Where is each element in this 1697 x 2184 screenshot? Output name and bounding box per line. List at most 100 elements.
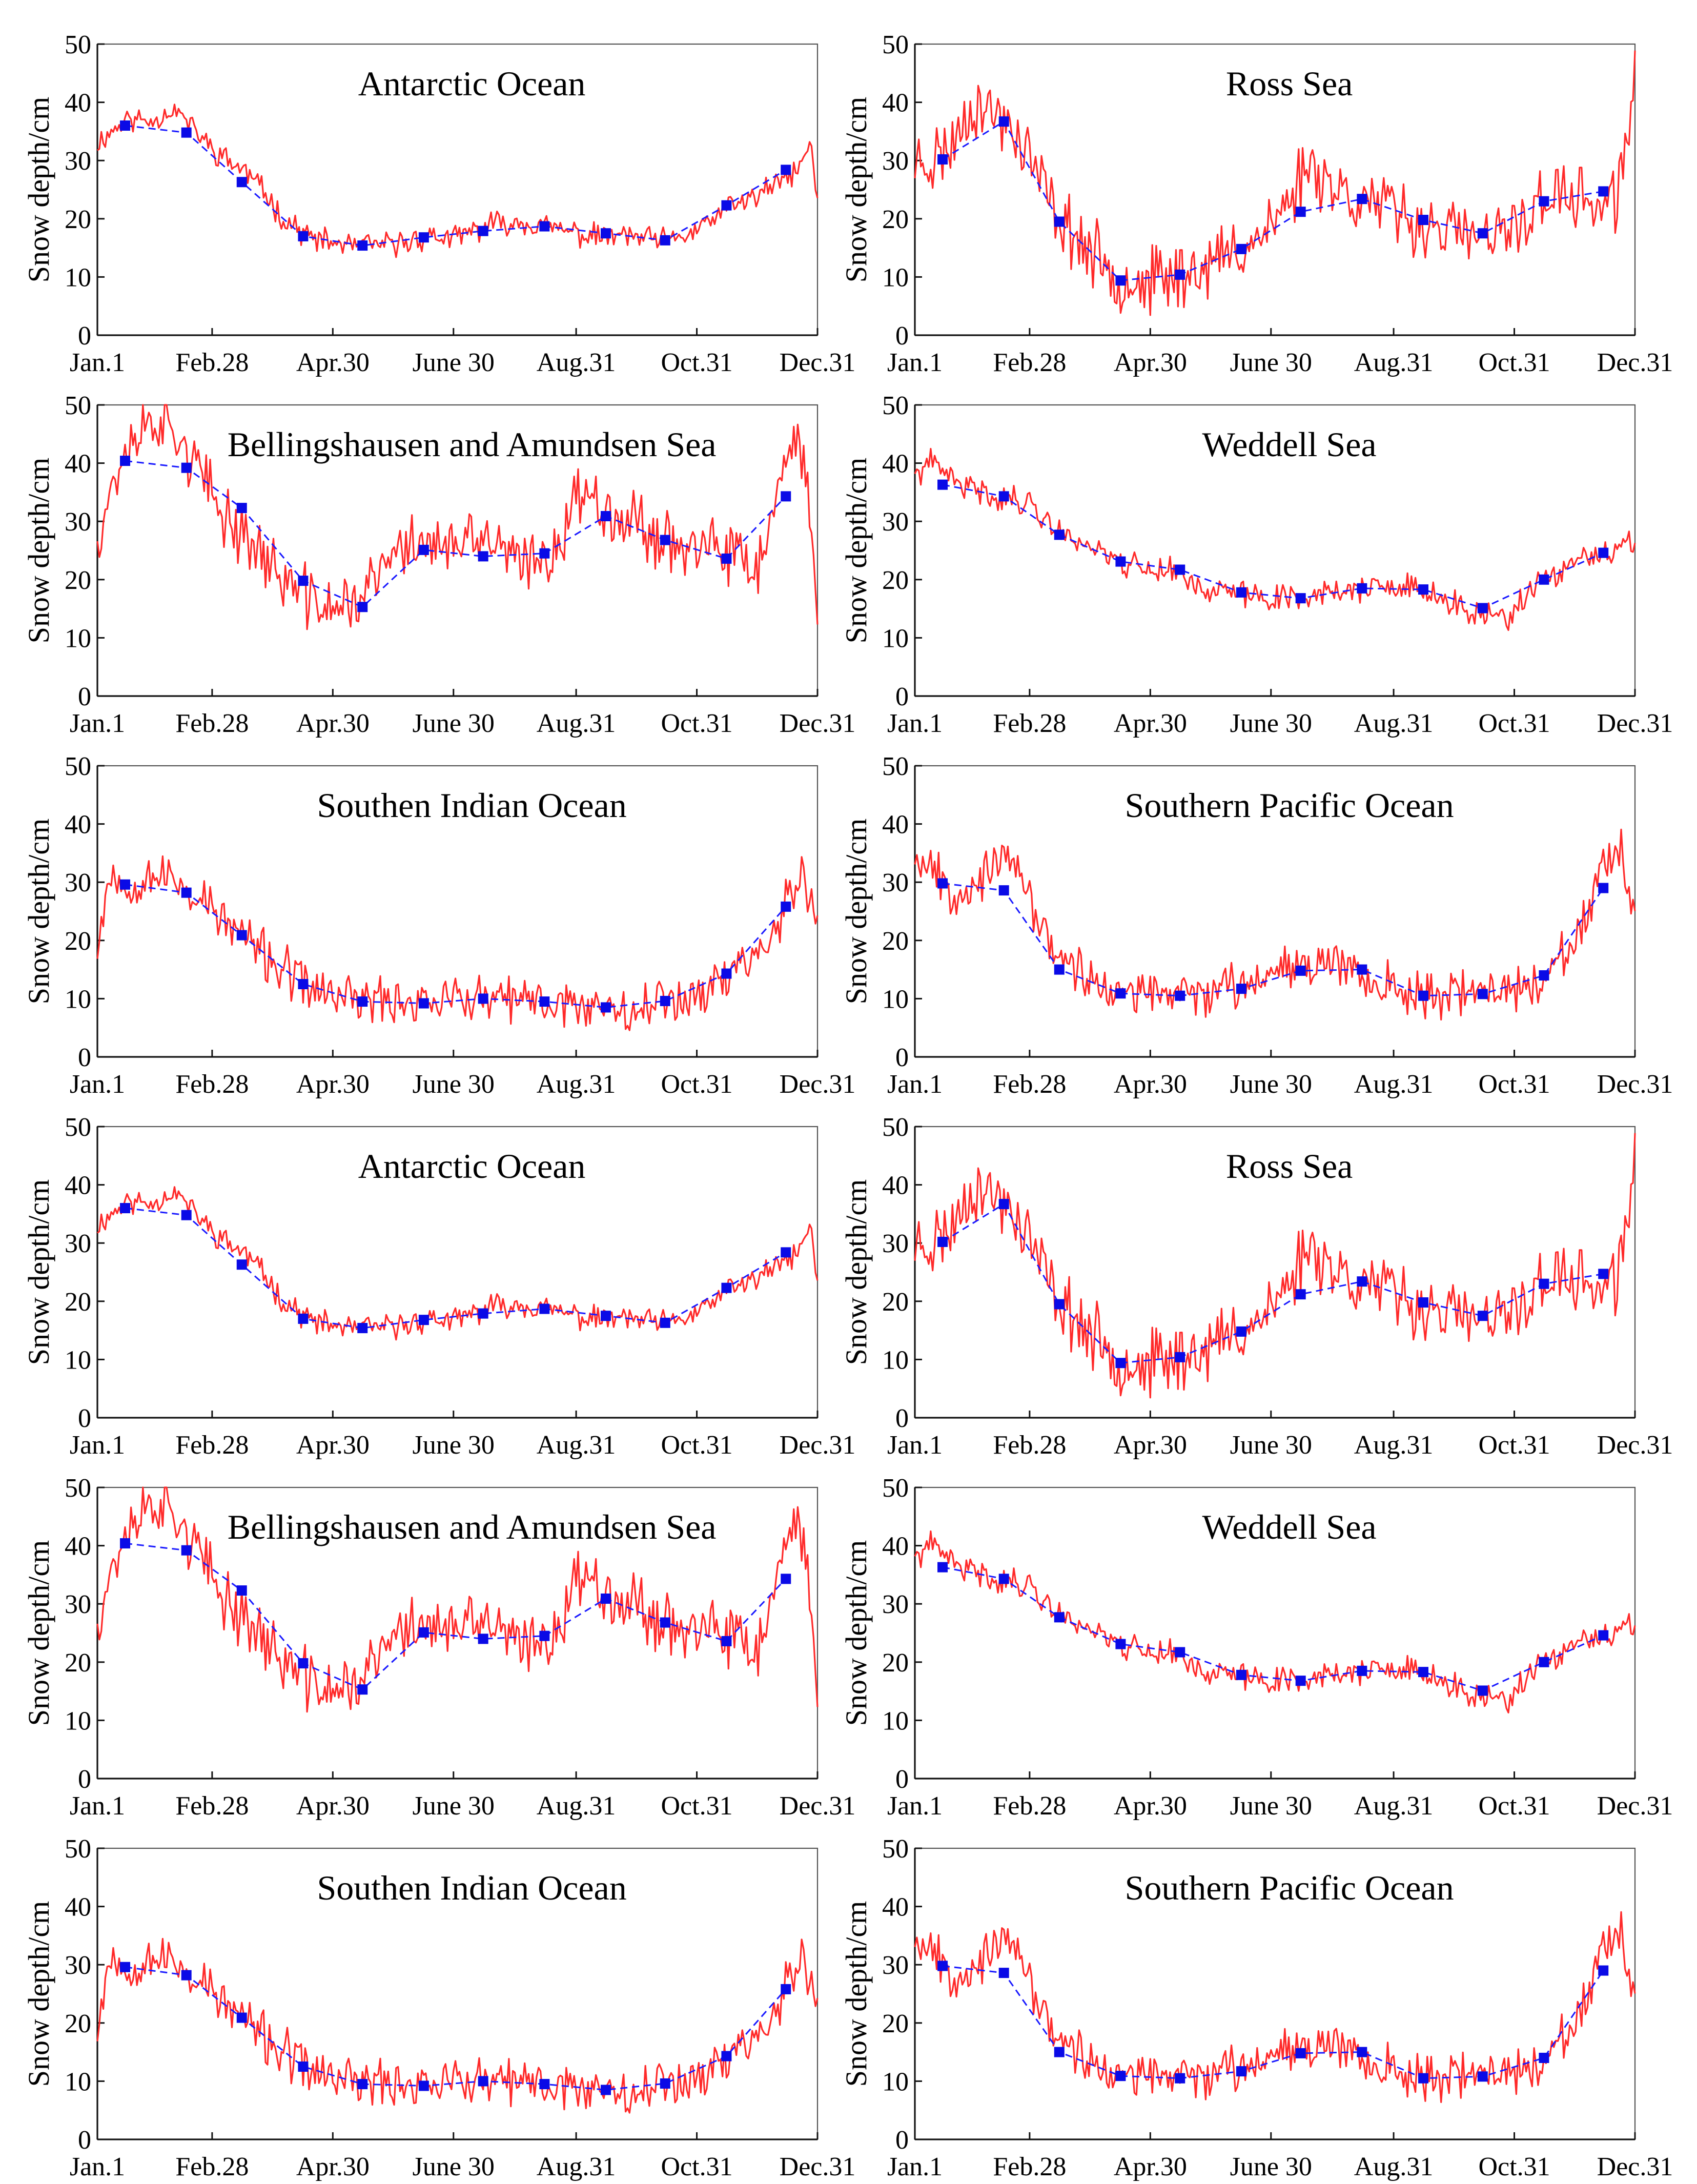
y-tick-label: 20 xyxy=(65,205,91,234)
x-tick-label: Dec.31 xyxy=(780,709,856,738)
monthly-mean-point xyxy=(478,551,488,562)
monthly-mean-point xyxy=(539,1303,550,1314)
x-tick-label: Aug.31 xyxy=(1354,1791,1434,1821)
x-tick-label: Oct.31 xyxy=(661,1070,732,1099)
daily-series-line xyxy=(97,104,819,258)
monthly-mean-point xyxy=(1175,564,1185,575)
x-tick-label: June 30 xyxy=(413,1431,495,1460)
monthly-mean-point xyxy=(236,503,247,514)
x-tick-label: Jan.1 xyxy=(70,2152,125,2181)
x-tick-label: Dec.31 xyxy=(780,1070,856,1099)
x-tick-label: Oct.31 xyxy=(661,2152,732,2181)
monthly-mean-point xyxy=(721,1282,732,1293)
monthly-mean-point xyxy=(1539,196,1549,207)
x-tick-label: Jan.1 xyxy=(70,348,125,377)
monthly-mean-point xyxy=(1236,243,1246,254)
x-tick-label: Dec.31 xyxy=(1597,1431,1673,1460)
x-tick-label: Feb.28 xyxy=(993,1791,1066,1821)
chart-panel: 0 10 20 30 40 50 Jan.1 Feb.28 Apr.30 June 30 Aug.3… xyxy=(22,1834,855,2181)
monthly-mean-point xyxy=(1115,275,1126,286)
x-tick-label: Apr.30 xyxy=(1114,1070,1187,1099)
monthly-mean-point xyxy=(937,1961,948,1971)
x-tick-label: Apr.30 xyxy=(296,2152,370,2181)
monthly-mean-point xyxy=(1054,2047,1065,2057)
monthly-mean-point xyxy=(1598,1965,1609,1976)
monthly-mean-line xyxy=(942,484,1604,609)
y-tick-label: 40 xyxy=(65,1171,91,1200)
monthly-mean-point xyxy=(236,1259,247,1270)
monthly-mean-point xyxy=(781,1984,791,1994)
y-tick-label: 30 xyxy=(65,147,91,176)
x-tick-label: Dec.31 xyxy=(1597,348,1673,377)
monthly-mean-point xyxy=(1418,990,1428,1001)
y-axis-label: Snow depth/cm xyxy=(22,819,55,1004)
y-tick-label: 40 xyxy=(882,1171,909,1200)
monthly-mean-point xyxy=(1236,1326,1246,1337)
chart-title: Antarctic Ocean xyxy=(358,64,586,103)
x-tick-label: Dec.31 xyxy=(780,2152,856,2181)
x-tick-label: June 30 xyxy=(1230,1070,1312,1099)
monthly-mean-point xyxy=(236,1585,247,1596)
y-tick-label: 10 xyxy=(65,985,91,1014)
x-tick-label: Jan.1 xyxy=(70,1431,125,1460)
chart-title: Southen Indian Ocean xyxy=(317,786,626,825)
monthly-mean-point xyxy=(998,1574,1009,1584)
x-tick-label: Aug.31 xyxy=(1354,1431,1434,1460)
monthly-mean-point xyxy=(600,228,611,239)
y-tick-label: 50 xyxy=(882,30,909,59)
monthly-mean-point xyxy=(120,1203,131,1214)
monthly-mean-point xyxy=(1539,1278,1549,1289)
y-axis-label: Snow depth/cm xyxy=(22,458,55,643)
monthly-mean-point xyxy=(1539,574,1549,585)
monthly-mean-point xyxy=(1418,215,1428,226)
y-tick-label: 30 xyxy=(882,868,909,897)
monthly-mean-point xyxy=(120,879,131,890)
monthly-mean-point xyxy=(1477,228,1488,239)
x-tick-label: Dec.31 xyxy=(1597,1070,1673,1099)
monthly-mean-point xyxy=(357,996,368,1007)
monthly-mean-point xyxy=(418,1627,429,1638)
y-tick-label: 50 xyxy=(882,752,909,781)
y-tick-label: 40 xyxy=(882,1893,909,1922)
x-tick-label: Aug.31 xyxy=(1354,348,1434,377)
x-tick-label: Oct.31 xyxy=(1478,1431,1550,1460)
monthly-mean-line xyxy=(125,1542,787,1690)
x-tick-label: Oct.31 xyxy=(1478,348,1550,377)
y-axis-label: Snow depth/cm xyxy=(840,458,873,643)
monthly-mean-point xyxy=(937,878,948,889)
monthly-mean-point xyxy=(418,232,429,243)
monthly-mean-point xyxy=(600,1593,611,1604)
x-tick-label: Oct.31 xyxy=(1478,1791,1550,1821)
monthly-mean-line xyxy=(942,883,1604,997)
y-tick-label: 40 xyxy=(882,450,909,479)
x-tick-label: Aug.31 xyxy=(537,1431,616,1460)
x-tick-label: Feb.28 xyxy=(175,709,249,738)
monthly-mean-line xyxy=(125,884,787,1008)
monthly-mean-point xyxy=(937,1562,948,1573)
chart-title: Bellingshausen and Amundsen Sea xyxy=(228,425,717,464)
y-tick-label: 0 xyxy=(78,1404,91,1433)
x-tick-label: Aug.31 xyxy=(1354,2152,1434,2181)
y-tick-label: 10 xyxy=(882,1706,909,1736)
chart-title: Weddell Sea xyxy=(1202,1507,1377,1546)
y-tick-label: 10 xyxy=(65,2067,91,2096)
y-tick-label: 10 xyxy=(882,263,909,292)
y-axis-label: Snow depth/cm xyxy=(22,1540,55,1726)
monthly-mean-point xyxy=(721,200,732,211)
x-tick-label: Dec.31 xyxy=(1597,1791,1673,1821)
daily-series-line xyxy=(914,1530,1636,1713)
x-tick-label: Aug.31 xyxy=(537,1070,616,1099)
y-tick-label: 40 xyxy=(65,1893,91,1922)
monthly-mean-point xyxy=(539,548,550,559)
monthly-mean-point xyxy=(1115,1358,1126,1369)
y-tick-label: 10 xyxy=(882,624,909,653)
monthly-mean-line xyxy=(125,1966,787,2091)
chart-panel: 0 10 20 30 40 50 Jan.1 Feb.28 Apr.30 June 30 Aug.3… xyxy=(22,391,855,738)
y-tick-label: 0 xyxy=(895,1765,909,1794)
monthly-mean-point xyxy=(1115,988,1126,999)
x-tick-label: June 30 xyxy=(413,1070,495,1099)
y-tick-label: 10 xyxy=(65,1345,91,1375)
y-tick-label: 0 xyxy=(895,1043,909,1072)
monthly-mean-point xyxy=(298,2061,309,2072)
monthly-mean-point xyxy=(660,995,670,1006)
